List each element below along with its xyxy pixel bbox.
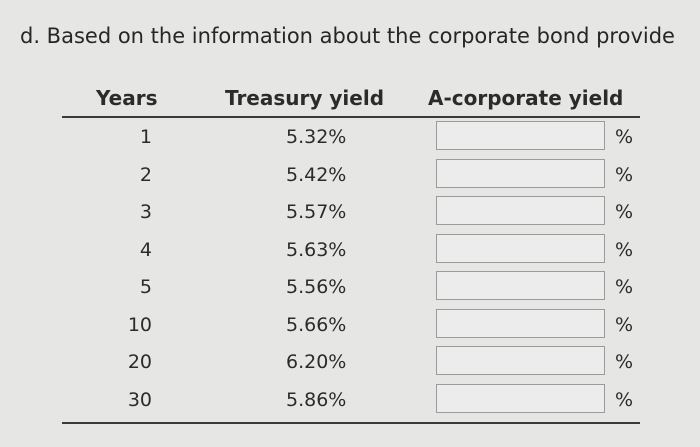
year-cell: 4 (139, 238, 152, 261)
year-cell: 30 (127, 388, 152, 411)
year-cell: 1 (139, 126, 152, 148)
table-row: 3 5.57% % (62, 193, 640, 231)
table-header: Years Treasury yield A-corporate yield (62, 82, 640, 114)
treasury-yield-cell: 5.42% (286, 163, 347, 186)
percent-label: % (615, 388, 634, 411)
treasury-yield-cell: 5.86% (286, 388, 347, 411)
year-cell: 5 (139, 276, 152, 298)
treasury-yield-cell: 5.56% (286, 276, 347, 298)
year-cell: 3 (139, 201, 152, 223)
corporate-yield-input[interactable] (436, 346, 605, 375)
header-rule (62, 116, 640, 118)
table-bottom-rule (62, 422, 640, 424)
treasury-yield-cell: 5.57% (286, 201, 347, 223)
treasury-yield-cell: 5.63% (286, 238, 347, 261)
percent-label: % (615, 351, 634, 373)
treasury-yield-cell: 5.66% (286, 313, 347, 336)
header-years: Years (96, 86, 158, 110)
table-row: 1 5.32% % (62, 118, 640, 156)
corporate-yield-input[interactable] (436, 121, 605, 150)
yield-table: Years Treasury yield A-corporate yield 1… (62, 82, 640, 424)
corporate-yield-input[interactable] (436, 196, 605, 225)
corporate-yield-input[interactable] (436, 233, 605, 263)
percent-label: % (615, 163, 634, 186)
question-text: d. Based on the information about the co… (20, 24, 675, 48)
percent-label: % (615, 126, 634, 148)
corporate-yield-input[interactable] (436, 308, 605, 338)
table-row: 2 5.42% % (62, 156, 640, 194)
corporate-yield-input[interactable] (436, 383, 605, 413)
table-row: 20 6.20% % (62, 343, 640, 381)
table-row: 4 5.63% % (62, 231, 640, 269)
table-row: 5 5.56% % (62, 268, 640, 306)
table-body: 1 5.32% % 2 5.42% % 3 5.57% % 4 5.63% % … (62, 118, 640, 418)
treasury-yield-cell: 5.32% (286, 126, 347, 148)
percent-label: % (615, 313, 634, 336)
percent-label: % (615, 201, 634, 223)
corporate-yield-input[interactable] (436, 158, 605, 188)
table-row: 30 5.86% % (62, 381, 640, 419)
header-corporate-yield: A-corporate yield (428, 86, 624, 110)
corporate-yield-input[interactable] (436, 271, 605, 300)
percent-label: % (615, 238, 634, 261)
header-treasury-yield: Treasury yield (225, 86, 385, 110)
table-row: 10 5.66% % (62, 306, 640, 344)
treasury-yield-cell: 6.20% (286, 351, 347, 373)
percent-label: % (615, 276, 634, 298)
year-cell: 2 (139, 163, 152, 186)
year-cell: 10 (127, 313, 152, 336)
year-cell: 20 (127, 351, 152, 373)
